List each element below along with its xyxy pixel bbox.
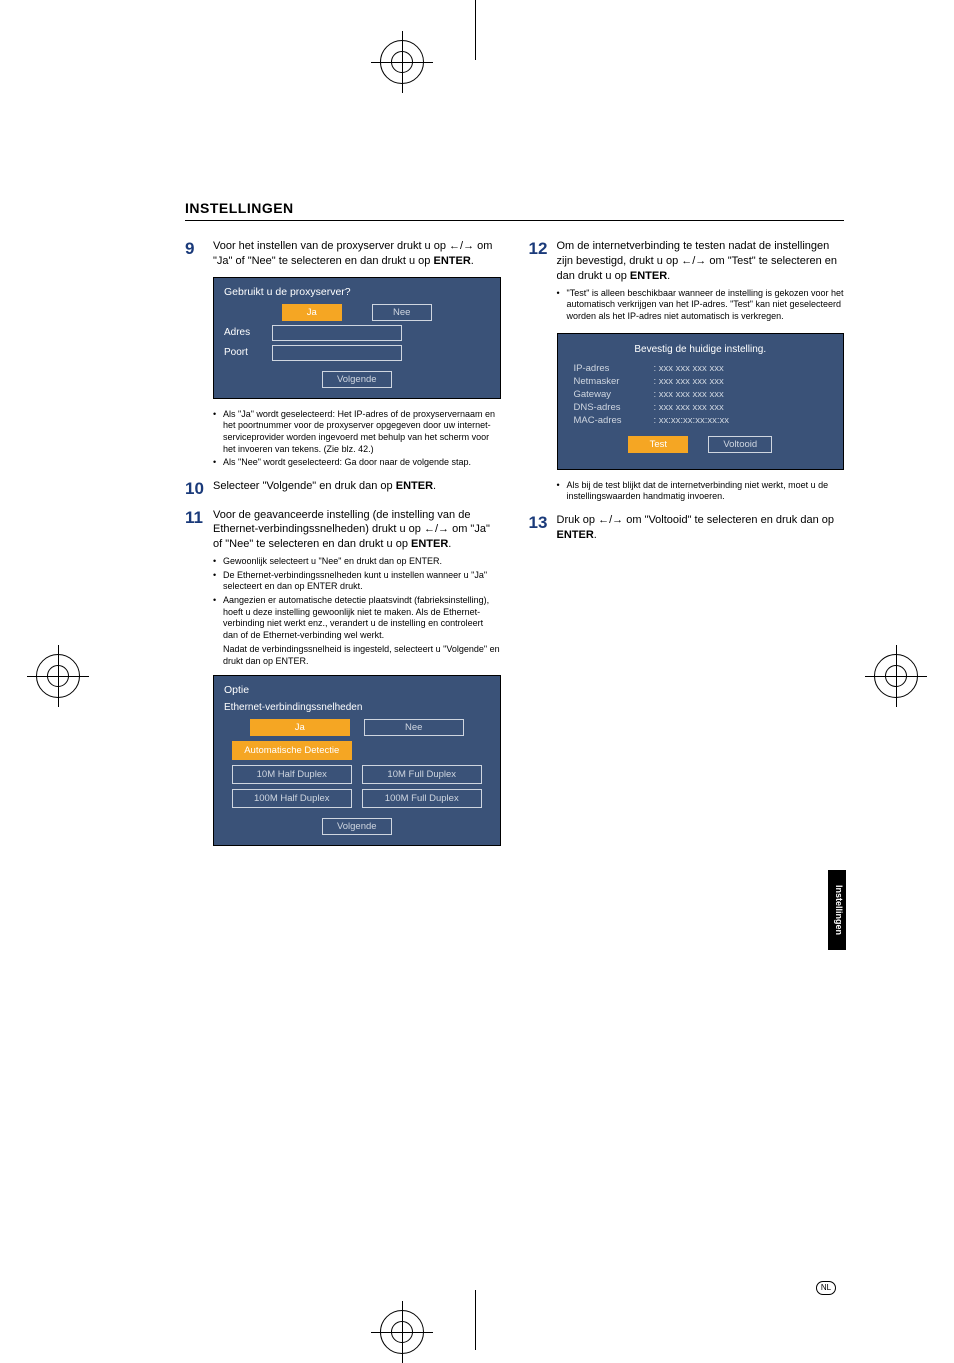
step-text: Voor het instellen van de proxyserver dr… bbox=[213, 240, 492, 267]
page-content: INSTELLINGEN 9 Voor het instellen van de… bbox=[0, 0, 954, 912]
step-number: 10 bbox=[185, 479, 213, 499]
step-9: 9 Voor het instellen van de proxyserver … bbox=[185, 239, 501, 269]
key-ip: IP-adres bbox=[574, 363, 654, 374]
dialog-title: Bevestig de huidige instelling. bbox=[574, 344, 828, 355]
left-column: 9 Voor het instellen van de proxyserver … bbox=[185, 239, 501, 852]
val-netmask: : xxx xxx xxx xxx bbox=[654, 376, 724, 387]
right-column: 12 Om de internetverbinding te testen na… bbox=[529, 239, 845, 852]
bullet-item: Als bij de test blijkt dat de internetve… bbox=[557, 480, 845, 503]
step-number: 9 bbox=[185, 239, 213, 269]
bullet-list: Als "Ja" wordt geselecteerd: Het IP-adre… bbox=[213, 409, 501, 469]
arrow-icon: ←/→ bbox=[449, 240, 474, 252]
key-enter: ENTER bbox=[433, 255, 470, 267]
100m-full-button[interactable]: 100M Full Duplex bbox=[362, 789, 482, 808]
text: . bbox=[667, 270, 670, 282]
settings-list: IP-adres: xxx xxx xxx xxx Netmasker: xxx… bbox=[574, 363, 828, 426]
language-badge: NL bbox=[816, 1281, 836, 1295]
text: Selecteer "Volgende" en druk dan op bbox=[213, 480, 396, 492]
step-10: 10 Selecteer "Volgende" en druk dan op E… bbox=[185, 479, 501, 499]
key-netmask: Netmasker bbox=[574, 376, 654, 387]
next-button[interactable]: Volgende bbox=[322, 371, 392, 388]
bullet-list: Als bij de test blijkt dat de internetve… bbox=[557, 480, 845, 503]
arrow-icon: ←/→ bbox=[681, 255, 706, 267]
step-9-notes: Als "Ja" wordt geselecteerd: Het IP-adre… bbox=[185, 405, 501, 471]
side-tab: Instellingen bbox=[828, 870, 846, 950]
crop-line bbox=[475, 1290, 476, 1350]
text: Druk op bbox=[557, 514, 599, 526]
arrow-icon: ←/→ bbox=[424, 523, 449, 535]
step-12-notes: Als bij de test blijkt dat de internetve… bbox=[529, 476, 845, 505]
key-enter: ENTER bbox=[557, 529, 594, 541]
dialog-title: Gebruikt u de proxyserver? bbox=[224, 286, 490, 298]
label-address: Adres bbox=[224, 327, 264, 338]
val-ip: : xxx xxx xxx xxx bbox=[654, 363, 724, 374]
100m-half-button[interactable]: 100M Half Duplex bbox=[232, 789, 352, 808]
yes-button[interactable]: Ja bbox=[282, 304, 342, 321]
proxy-dialog: Gebruikt u de proxyserver? Ja Nee Adres … bbox=[213, 277, 501, 399]
bullet-item: De Ethernet-verbindingssnelheden kunt u … bbox=[213, 570, 501, 593]
10m-full-button[interactable]: 10M Full Duplex bbox=[362, 765, 482, 784]
bullet-item: Als "Nee" wordt geselecteerd: Ga door na… bbox=[213, 457, 501, 469]
text: . bbox=[471, 255, 474, 267]
ethernet-dialog: Optie Ethernet-verbindingssnelheden Ja N… bbox=[213, 675, 501, 846]
no-button[interactable]: Nee bbox=[364, 719, 464, 736]
step-11: 11 Voor de geavanceerde instelling (de i… bbox=[185, 508, 501, 668]
next-button[interactable]: Volgende bbox=[322, 818, 392, 835]
val-dns: : xxx xxx xxx xxx bbox=[654, 402, 724, 413]
bullet-list: Gewoonlijk selecteert u "Nee" en drukt d… bbox=[213, 556, 501, 642]
step-13: 13 Druk op ←/→ om "Voltooid" te selecter… bbox=[529, 513, 845, 543]
text: . bbox=[433, 480, 436, 492]
10m-half-button[interactable]: 10M Half Duplex bbox=[232, 765, 352, 784]
test-button[interactable]: Test bbox=[628, 436, 688, 453]
text: om "Voltooid" te selecteren en druk dan … bbox=[623, 514, 834, 526]
auto-detect-button[interactable]: Automatische Detectie bbox=[232, 741, 352, 760]
address-input[interactable] bbox=[272, 325, 402, 341]
key-mac: MAC-adres bbox=[574, 415, 654, 426]
key-dns: DNS-adres bbox=[574, 402, 654, 413]
bullet-item: Gewoonlijk selecteert u "Nee" en drukt d… bbox=[213, 556, 501, 568]
bullet-item: Als "Ja" wordt geselecteerd: Het IP-adre… bbox=[213, 409, 501, 456]
key-enter: ENTER bbox=[411, 538, 448, 550]
key-enter: ENTER bbox=[630, 270, 667, 282]
sub-note: Nadat de verbindingssnelheid is ingestel… bbox=[213, 644, 501, 667]
step-number: 13 bbox=[529, 513, 557, 543]
port-input[interactable] bbox=[272, 345, 402, 361]
done-button[interactable]: Voltooid bbox=[708, 436, 772, 453]
section-title: INSTELLINGEN bbox=[185, 200, 844, 221]
label-port: Poort bbox=[224, 347, 264, 358]
step-number: 11 bbox=[185, 508, 213, 668]
val-mac: : xx:xx:xx:xx:xx:xx bbox=[654, 415, 729, 426]
bullet-list: "Test" is alleen beschikbaar wanneer de … bbox=[557, 288, 845, 323]
yes-button[interactable]: Ja bbox=[250, 719, 350, 736]
step-12: 12 Om de internetverbinding te testen na… bbox=[529, 239, 845, 325]
bullet-item: "Test" is alleen beschikbaar wanneer de … bbox=[557, 288, 845, 323]
text: . bbox=[448, 538, 451, 550]
step-number: 12 bbox=[529, 239, 557, 325]
dialog-subtitle: Ethernet-verbindingssnelheden bbox=[224, 702, 490, 713]
key-gateway: Gateway bbox=[574, 389, 654, 400]
arrow-icon: ←/→ bbox=[598, 514, 623, 526]
no-button[interactable]: Nee bbox=[372, 304, 432, 321]
key-enter: ENTER bbox=[396, 480, 433, 492]
dialog-title: Optie bbox=[224, 684, 490, 696]
confirm-dialog: Bevestig de huidige instelling. IP-adres… bbox=[557, 333, 845, 470]
bullet-item: Aangezien er automatische detectie plaat… bbox=[213, 595, 501, 642]
text: . bbox=[594, 529, 597, 541]
text: Voor het instellen van de proxyserver dr… bbox=[213, 240, 449, 252]
val-gateway: : xxx xxx xxx xxx bbox=[654, 389, 724, 400]
